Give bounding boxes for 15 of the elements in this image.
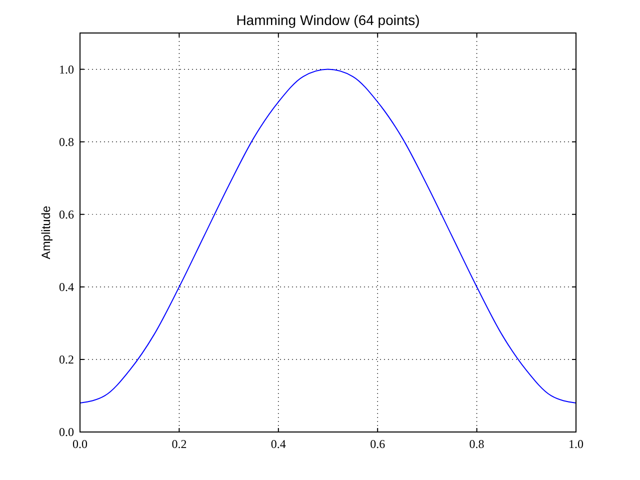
x-tick-label: 0.4	[270, 437, 286, 451]
line-series	[80, 68, 576, 404]
y-tick-label: 0.4	[59, 280, 74, 294]
x-tick-label: 0.0	[72, 437, 88, 451]
y-tick-label: 1.0	[59, 62, 74, 76]
chart-title: Hamming Window (64 points)	[236, 12, 420, 28]
y-axis-title: Amplitude	[39, 206, 53, 260]
y-tick-label: 0.2	[59, 352, 74, 366]
x-tick-label: 0.8	[469, 437, 484, 451]
x-tick-label: 0.6	[370, 437, 386, 451]
x-tick-label: 0.2	[172, 437, 187, 451]
x-tick-label: 1.0	[568, 437, 584, 451]
y-tick-label: 0.0	[59, 425, 74, 439]
y-tick-label: 0.6	[59, 207, 74, 222]
y-tick-label: 0.8	[59, 134, 74, 149]
